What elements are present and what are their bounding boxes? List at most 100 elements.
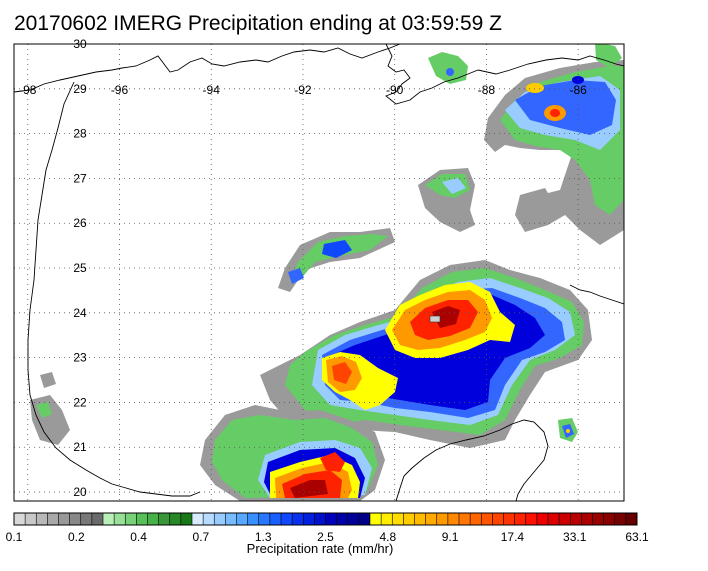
colorbar-segment xyxy=(136,513,148,525)
colorbar-segment xyxy=(192,513,204,525)
colorbar-segment xyxy=(381,513,393,525)
colorbar-segment xyxy=(347,513,360,525)
coastline-mississippi xyxy=(385,44,479,105)
lat-label: 22 xyxy=(73,395,87,409)
colorbar-segment xyxy=(36,513,48,525)
lat-label: 24 xyxy=(73,306,87,320)
colorbar-segment xyxy=(559,513,571,525)
colorbar-segment xyxy=(303,513,315,525)
colorbar-tick-label: 63.1 xyxy=(625,530,649,544)
colorbar-segment xyxy=(58,513,70,525)
colorbar-segment xyxy=(292,513,304,525)
colorbar-segment xyxy=(336,513,349,525)
precip-cell-ne-edge xyxy=(595,44,622,68)
precip-cell-west-coast-green xyxy=(36,402,52,418)
lon-label: -86 xyxy=(569,83,587,97)
colorbar-segment xyxy=(203,513,215,525)
precip-patch-26n xyxy=(515,188,555,232)
precip-band-27n-blue xyxy=(442,178,466,194)
colorbar-segment xyxy=(125,513,137,525)
colorbar-segment xyxy=(392,513,404,525)
colorbar-segment xyxy=(114,513,126,525)
lat-label: 21 xyxy=(73,440,87,454)
colorbar-segment xyxy=(69,513,82,525)
colorbar-segment xyxy=(258,513,271,525)
precip-band-25n-green xyxy=(290,234,388,282)
colorbar-segment xyxy=(592,513,604,525)
colorbar-segment xyxy=(470,513,482,525)
colorbar-label: Precipitation rate (mm/hr) xyxy=(246,541,394,556)
coastline-mexico xyxy=(27,81,201,497)
colorbar-segment xyxy=(481,513,493,525)
precip-band-25n-blue xyxy=(322,240,352,258)
precip-mcs-red-west xyxy=(332,362,352,384)
colorbar-segment xyxy=(503,513,515,525)
precip-sw-cell-2 xyxy=(320,452,345,472)
lat-label: 25 xyxy=(73,261,87,275)
colorbar-segment xyxy=(548,513,560,525)
colorbar-segment xyxy=(614,513,627,525)
colorbar-segment xyxy=(459,513,471,525)
precip-sw-darkred xyxy=(290,480,328,498)
lat-label: 30 xyxy=(73,37,87,51)
colorbar-tick-label: 17.4 xyxy=(501,530,525,544)
colorbar-segment xyxy=(536,513,549,525)
colorbar-tick-label: 4.8 xyxy=(379,530,396,544)
colorbar-tick-label: 0.2 xyxy=(68,530,85,544)
coastline-yucatan xyxy=(395,419,549,501)
colorbar-segment xyxy=(281,513,293,525)
colorbar-segment xyxy=(14,513,26,525)
colorbar-segment xyxy=(325,513,337,525)
coastline-florida xyxy=(477,55,624,75)
colorbar-segment xyxy=(603,513,616,525)
colorbar-tick-label: 33.1 xyxy=(563,530,587,544)
colorbar-segment xyxy=(158,513,171,525)
colorbar-segment xyxy=(581,513,593,525)
coastlines xyxy=(14,44,624,501)
colorbar-tick-label: 0.7 xyxy=(193,530,210,544)
colorbar-segment xyxy=(103,513,115,525)
colorbar-segment xyxy=(225,513,237,525)
colorbar-segment xyxy=(570,513,582,525)
colorbar-tick-label: 1.3 xyxy=(255,530,272,544)
colorbar-segment xyxy=(147,513,159,525)
colorbar-segment xyxy=(425,513,438,525)
lon-label: -88 xyxy=(478,83,496,97)
latitude-labels: 30 29 28 27 26 25 24 23 22 21 20 xyxy=(73,37,87,499)
lon-label: -94 xyxy=(203,83,221,97)
colorbar-segment xyxy=(247,513,260,525)
colorbar-segment xyxy=(214,513,226,525)
lat-label: 27 xyxy=(73,171,87,185)
lat-label: 29 xyxy=(73,82,87,96)
coastline-cuba xyxy=(569,284,624,305)
precipitation-field xyxy=(30,44,624,501)
lon-label: -90 xyxy=(386,83,404,97)
colorbar-segment xyxy=(525,513,538,525)
colorbar-segment xyxy=(492,513,504,525)
precip-band-25n-blue-2 xyxy=(288,268,304,284)
colorbar-tick-label: 9.1 xyxy=(442,530,459,544)
colorbar-tick-label: 0.4 xyxy=(130,530,147,544)
lat-label: 28 xyxy=(73,127,87,141)
colorbar-segment xyxy=(403,513,415,525)
lat-label: 23 xyxy=(73,351,87,365)
colorbar-segment xyxy=(25,513,37,525)
map-title: 20170602 IMERG Precipitation ending at 0… xyxy=(14,12,502,35)
precip-cell-mobile-core xyxy=(446,68,454,76)
colorbar xyxy=(13,512,638,526)
colorbar-segment xyxy=(80,513,93,525)
lat-label: 20 xyxy=(73,485,87,499)
colorbar-segment xyxy=(314,513,326,525)
precip-mcs-core-marker xyxy=(429,315,441,323)
colorbar-segment xyxy=(169,513,182,525)
colorbar-segment xyxy=(414,513,426,525)
precip-cell-ne-1 xyxy=(526,83,544,93)
colorbar-segment xyxy=(447,513,460,525)
precip-cell-yucatan-dot xyxy=(566,429,570,433)
colorbar-segment xyxy=(180,513,193,525)
colorbar-segment xyxy=(91,513,104,525)
colorbar-segment xyxy=(236,513,248,525)
lon-label: -98 xyxy=(19,83,37,97)
colorbar-segment xyxy=(370,513,382,525)
